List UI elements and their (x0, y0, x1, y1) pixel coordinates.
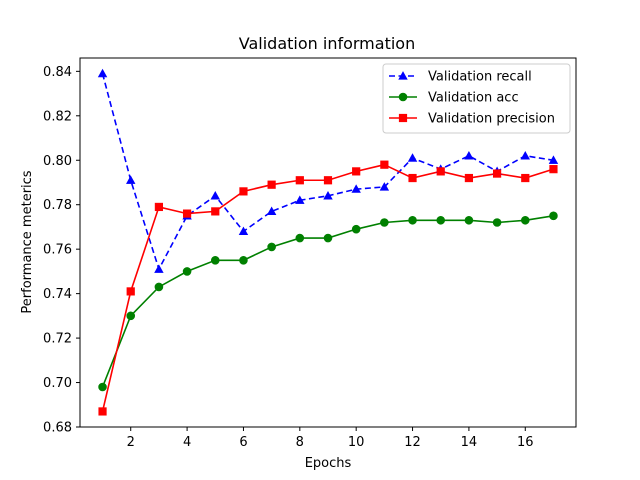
legend-marker-validation-precision (398, 113, 408, 123)
validation-precision-point (492, 169, 502, 178)
x-tick-label: 14 (461, 435, 478, 450)
validation-precision-point (154, 202, 164, 212)
y-tick-label: 0.84 (43, 65, 72, 80)
legend-label-validation-precision: Validation precision (428, 112, 555, 127)
chart-title: Validation information (239, 34, 415, 53)
validation-acc-point (492, 218, 502, 227)
validation-precision-point (549, 165, 558, 174)
validation-recall-point (323, 191, 333, 200)
validation-acc-point (182, 267, 192, 276)
legend: Validation recall Validation acc Validatio… (382, 63, 571, 134)
x-tick-label: 16 (517, 435, 534, 450)
validation-acc-point (267, 242, 276, 252)
validation-acc-point (323, 233, 333, 243)
validation-precision-point (436, 167, 445, 176)
x-tick-label: 2 (127, 435, 135, 450)
validation-acc-point (295, 233, 305, 243)
validation-acc-point (408, 215, 417, 225)
series-markers (97, 68, 559, 416)
legend-label-validation-acc: Validation acc (428, 91, 519, 106)
y-tick-label: 0.68 (43, 421, 72, 436)
y-tick-label: 0.74 (43, 287, 72, 302)
validation-recall-point (97, 68, 108, 78)
validation-acc-point (380, 218, 389, 227)
validation-recall-point (464, 150, 474, 160)
x-tick-label: 4 (183, 435, 191, 450)
y-tick-label: 0.72 (43, 332, 72, 347)
validation-acc-point (154, 282, 164, 292)
validation-precision-point (521, 173, 530, 183)
plot-frame (79, 57, 577, 428)
y-tick-label: 0.80 (43, 154, 72, 169)
validation-recall-point (154, 264, 164, 273)
validation-precision-point (323, 176, 333, 185)
validation-precision-point (239, 187, 248, 196)
validation-recall-point (238, 226, 249, 236)
validation-precision-point (408, 173, 417, 183)
x-tick-label: 6 (239, 435, 247, 450)
x-axis-ticks: 2 4 6 8 10 12 14 16 (127, 427, 534, 450)
validation-acc-point (464, 215, 474, 225)
validation-recall-point (351, 184, 361, 193)
x-axis-label: Epochs (305, 456, 352, 471)
y-tick-label: 0.76 (43, 243, 72, 258)
validation-precision-point (352, 167, 361, 176)
y-tick-label: 0.70 (43, 376, 72, 391)
y-tick-label: 0.78 (43, 198, 72, 213)
validation-precision-point (295, 176, 304, 185)
validation-recall-point (126, 175, 136, 184)
validation-recall-point (407, 153, 418, 162)
validation-precision-point (380, 160, 389, 169)
validation-acc-point (239, 255, 248, 265)
validation-precision-point (98, 407, 107, 416)
legend-marker-validation-acc (398, 92, 408, 102)
validation-acc-point (436, 215, 446, 225)
validation-precision-point (267, 180, 276, 189)
validation-precision-point (464, 173, 474, 183)
x-tick-label: 10 (348, 435, 365, 450)
y-axis-ticks: 0.68 0.70 0.72 0.74 0.76 0.78 0.80 0.82 0.84 (43, 65, 80, 436)
x-tick-label: 12 (404, 435, 421, 450)
validation-acc-point (351, 224, 361, 234)
legend-box (382, 63, 571, 134)
validation-recall-point (520, 150, 530, 160)
validation-acc-point (98, 382, 107, 392)
validation-acc-point (520, 215, 530, 225)
validation-precision-point (211, 207, 220, 216)
validation-acc-point (210, 255, 220, 265)
y-axis-label: Performance meterics (20, 170, 35, 313)
legend-label-validation-recall: Validation recall (428, 70, 532, 85)
validation-acc-point (126, 311, 136, 321)
validation-recall-point (266, 206, 277, 216)
validation-recall-point (548, 155, 559, 164)
validation-acc-point (549, 211, 558, 221)
validation-recall-point (379, 182, 390, 191)
validation-recall-point (210, 191, 220, 200)
validation-recall-point (295, 195, 305, 204)
y-tick-label: 0.82 (43, 109, 72, 124)
validation-precision-point (126, 287, 135, 296)
validation-precision-point (182, 209, 192, 218)
x-tick-label: 8 (296, 435, 304, 450)
legend-marker-validation-recall (398, 71, 408, 80)
